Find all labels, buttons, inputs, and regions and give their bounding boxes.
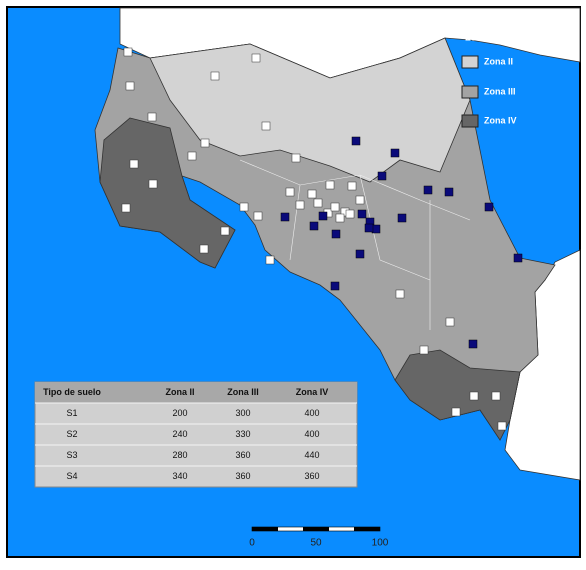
station-marker <box>121 203 131 213</box>
station-marker <box>491 391 501 401</box>
scale-bar <box>251 526 381 532</box>
table-cell: 400 <box>304 429 319 439</box>
scale-bar-segment <box>354 527 380 531</box>
station-marker <box>357 209 367 219</box>
station-marker <box>469 391 479 401</box>
legend-swatch <box>461 85 479 99</box>
station-marker <box>129 159 139 169</box>
station-marker <box>285 187 295 197</box>
table-header-cell: Zona II <box>166 387 195 397</box>
zona-iv-region <box>394 349 521 441</box>
station-marker <box>148 179 158 189</box>
station-marker <box>265 255 275 265</box>
station-marker <box>445 317 455 327</box>
station-marker <box>199 244 209 254</box>
table-cell: 360 <box>235 471 250 481</box>
scale-label: 50 <box>310 538 322 549</box>
station-marker <box>513 253 523 263</box>
table-cell: S3 <box>66 450 77 460</box>
station-marker <box>335 213 345 223</box>
legend-swatch <box>461 114 479 128</box>
station-marker <box>253 211 263 221</box>
table-cell: 280 <box>172 450 187 460</box>
table-header-background <box>35 382 357 403</box>
soil-table: Tipo de suelo Zona II Zona III Zona IV S1 200… <box>34 381 358 488</box>
scale-label: 100 <box>372 538 389 549</box>
table-cell: 240 <box>172 429 187 439</box>
legend-title: Zonificación Sísmica <box>465 32 556 42</box>
station-marker <box>125 81 135 91</box>
station-marker <box>451 407 461 417</box>
station-marker <box>345 209 355 219</box>
station-marker <box>330 202 340 212</box>
station-marker <box>377 171 387 181</box>
table-cell: S1 <box>66 408 77 418</box>
table-cell: 360 <box>235 450 250 460</box>
table-cell: 330 <box>235 429 250 439</box>
station-marker <box>280 212 290 222</box>
station-marker <box>390 148 400 158</box>
station-marker <box>187 151 197 161</box>
zona-iv-region <box>99 117 236 269</box>
station-marker <box>295 200 305 210</box>
table-cell: 400 <box>304 408 319 418</box>
legend-label: Zona IV <box>484 115 517 125</box>
station-marker <box>307 189 317 199</box>
station-marker <box>318 211 328 221</box>
table-header-cell: Zona III <box>227 387 259 397</box>
table-cell: 300 <box>235 408 250 418</box>
table-header-cell: Zona IV <box>296 387 329 397</box>
station-marker <box>355 249 365 259</box>
station-marker <box>291 153 301 163</box>
table-cell: S4 <box>66 471 77 481</box>
table-cell: 200 <box>172 408 187 418</box>
zona-ii-region <box>149 37 471 183</box>
station-marker <box>364 223 374 233</box>
scale-bar-segment <box>303 527 329 531</box>
table-cell: S2 <box>66 429 77 439</box>
station-marker <box>261 121 271 131</box>
province-borders <box>239 159 471 330</box>
station-marker <box>313 198 323 208</box>
station-marker <box>200 138 210 148</box>
station-marker <box>331 229 341 239</box>
station-marker <box>147 112 157 122</box>
station-marker <box>251 53 261 63</box>
legend-swatch <box>461 55 479 69</box>
station-marker <box>355 195 365 205</box>
station-marker <box>484 202 494 212</box>
table-header-cell: Tipo de suelo <box>43 387 101 397</box>
table-cell: 360 <box>304 471 319 481</box>
station-marker <box>239 202 249 212</box>
station-marker <box>419 345 429 355</box>
legend-label: Zona III <box>484 86 516 96</box>
station-marker <box>325 180 335 190</box>
station-marker <box>497 421 507 431</box>
station-marker <box>210 71 220 81</box>
scale-bar-segment <box>252 527 278 531</box>
station-marker <box>347 181 357 191</box>
station-marker <box>397 213 407 223</box>
stations <box>121 47 523 431</box>
station-marker <box>444 187 454 197</box>
table-cell: 440 <box>304 450 319 460</box>
table-cell: 340 <box>172 471 187 481</box>
station-marker <box>330 281 340 291</box>
legend-label: Zona II <box>484 56 513 66</box>
station-marker <box>220 226 230 236</box>
station-marker <box>123 47 133 57</box>
scale-label: 0 <box>249 538 255 549</box>
station-marker <box>395 289 405 299</box>
station-marker <box>309 221 319 231</box>
station-marker <box>351 136 361 146</box>
station-marker <box>468 339 478 349</box>
station-marker <box>423 185 433 195</box>
